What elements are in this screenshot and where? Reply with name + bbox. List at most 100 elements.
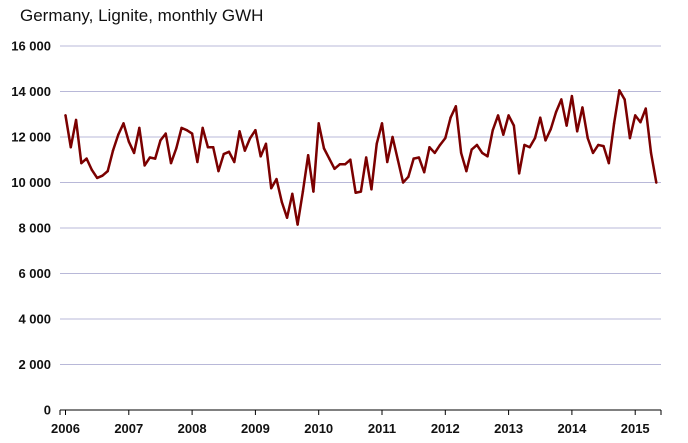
data-point <box>391 135 394 139</box>
data-point <box>343 163 347 166</box>
data-point <box>111 149 115 152</box>
data-point <box>554 110 558 114</box>
data-point <box>412 157 415 160</box>
data-point <box>639 121 642 124</box>
data-point <box>655 181 658 184</box>
data-point <box>227 150 231 153</box>
data-point <box>354 191 357 194</box>
data-point <box>449 116 452 119</box>
y-tick-label: 8 000 <box>18 221 51 236</box>
data-point <box>328 157 331 160</box>
data-point <box>428 146 431 149</box>
data-point <box>465 169 468 173</box>
x-tick-label: 2011 <box>368 421 396 436</box>
data-point <box>270 186 273 190</box>
data-point <box>159 139 162 142</box>
data-point <box>423 171 426 174</box>
data-point <box>164 132 167 135</box>
y-tick-label: 6 000 <box>18 266 51 281</box>
data-point <box>254 128 257 132</box>
x-tick-label: 2015 <box>621 421 650 436</box>
data-point <box>95 176 99 180</box>
data-point <box>185 128 189 132</box>
data-point <box>575 130 579 133</box>
data-point <box>597 143 600 147</box>
data-point <box>401 181 405 184</box>
data-point <box>444 136 447 140</box>
data-point <box>69 146 72 149</box>
data-point <box>169 161 173 165</box>
data-point <box>602 144 605 148</box>
data-point <box>275 177 278 181</box>
data-point <box>349 158 352 161</box>
x-tick-label: 2010 <box>304 421 333 436</box>
x-tick-label: 2009 <box>241 421 270 436</box>
data-point <box>264 142 268 146</box>
data-point <box>190 132 194 135</box>
data-point <box>496 114 500 117</box>
data-point <box>581 106 584 109</box>
data-point <box>138 126 141 130</box>
data-point <box>491 128 494 132</box>
data-point <box>80 161 83 165</box>
data-point <box>364 156 368 159</box>
data-point <box>644 107 647 110</box>
x-tick-label: 2013 <box>494 421 523 436</box>
data-point <box>528 146 531 149</box>
data-point <box>206 146 210 149</box>
data-point <box>212 146 215 149</box>
data-point <box>285 216 289 219</box>
data-point <box>312 190 315 193</box>
x-tick-label: 2006 <box>51 421 80 436</box>
data-point <box>454 105 458 108</box>
data-point <box>233 160 236 164</box>
data-point <box>517 172 521 175</box>
data-point <box>380 122 384 125</box>
data-point <box>259 155 262 158</box>
data-point <box>375 142 378 146</box>
chart-title: Germany, Lignite, monthly GWH <box>20 6 264 25</box>
data-point <box>544 139 547 142</box>
data-point <box>222 152 225 156</box>
y-tick-label: 16 000 <box>11 39 51 54</box>
data-point <box>175 147 178 150</box>
data-point <box>628 136 632 140</box>
x-tick-label: 2012 <box>431 421 460 436</box>
data-point <box>470 148 473 151</box>
data-point <box>507 114 510 117</box>
data-point <box>481 151 484 155</box>
data-point <box>623 98 626 101</box>
data-point <box>122 122 125 125</box>
data-point <box>512 124 516 127</box>
data-point <box>248 136 252 140</box>
data-point <box>143 164 146 167</box>
data-point <box>417 156 421 159</box>
x-axis: 2006 2007 2008 2009 2010 2011 2012 2013 2014 2015 <box>51 409 662 436</box>
data-point <box>523 143 526 147</box>
data-point <box>607 161 611 165</box>
data-point <box>238 130 241 133</box>
data-point <box>560 98 563 101</box>
data-point <box>243 149 247 152</box>
data-point <box>438 143 442 147</box>
data-point <box>396 158 400 161</box>
data-point <box>296 223 299 226</box>
data-point <box>370 188 373 191</box>
data-point <box>101 174 104 177</box>
y-tick-label: 4 000 <box>18 312 51 327</box>
data-point <box>90 168 94 172</box>
data-point <box>132 151 136 155</box>
x-tick-label: 2014 <box>557 421 587 436</box>
data-point <box>322 147 326 150</box>
data-point <box>549 127 552 131</box>
data-point <box>201 126 204 130</box>
y-tick-label: 0 <box>44 403 51 418</box>
data-point <box>612 122 616 125</box>
data-point <box>280 200 283 204</box>
data-point <box>618 89 621 92</box>
y-tick-label: 2 000 <box>18 357 51 372</box>
data-point <box>359 190 363 193</box>
data-point <box>586 136 589 140</box>
data-point <box>301 190 305 193</box>
